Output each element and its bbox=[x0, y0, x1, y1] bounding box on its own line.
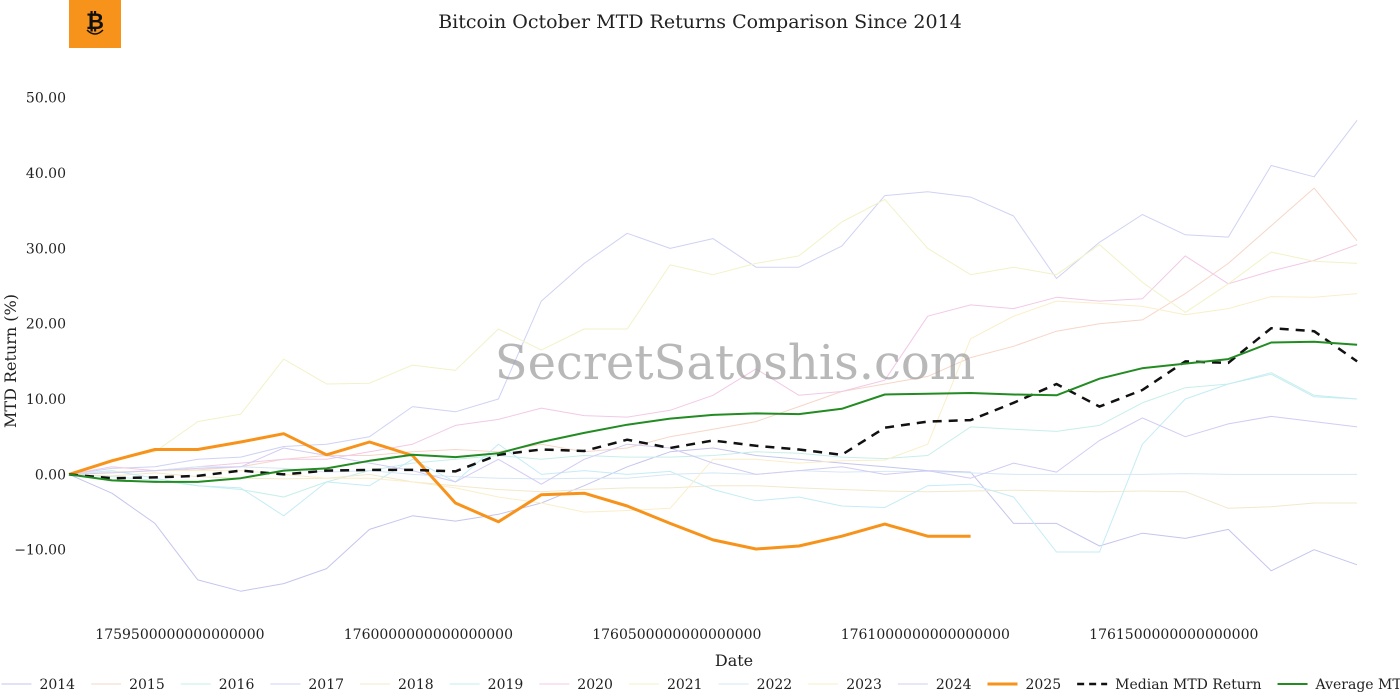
legend-label: 2020 bbox=[577, 677, 613, 693]
series-line-2025 bbox=[68, 432, 971, 551]
legend-label: 2021 bbox=[667, 677, 703, 693]
legend-item[interactable]: Average MTD Return bbox=[1277, 677, 1400, 693]
x-tick-label: 1761500000000000000 bbox=[1089, 627, 1258, 643]
legend-label: 2022 bbox=[757, 677, 793, 693]
series-line-2015 bbox=[68, 187, 1358, 475]
legend-label: 2023 bbox=[846, 677, 882, 693]
x-tick-label: 1759500000000000000 bbox=[95, 627, 264, 643]
series-line-2023 bbox=[68, 293, 1358, 513]
series-line-median-mtd-return bbox=[68, 326, 1358, 480]
legend-label: 2014 bbox=[39, 677, 75, 693]
x-tick-labels: 1759500000000000000 1760000000000000000 17… bbox=[95, 627, 1258, 643]
series-line-2019 bbox=[68, 373, 1358, 553]
y-tick-label: 10.00 bbox=[26, 392, 66, 408]
y-axis-label: MTD Return (%) bbox=[1, 294, 20, 428]
watermark: SecretSatoshis.com bbox=[495, 335, 976, 391]
series-layer bbox=[68, 119, 1358, 592]
series-line-2024 bbox=[68, 415, 1358, 485]
series-line-2021 bbox=[68, 198, 1358, 475]
legend-label: Median MTD Return bbox=[1115, 677, 1261, 693]
legend-item[interactable]: 2017 bbox=[270, 677, 344, 693]
legend-item[interactable]: 2019 bbox=[449, 677, 524, 693]
legend-label: 2025 bbox=[1026, 677, 1062, 693]
series-line-2022 bbox=[68, 466, 1358, 480]
series-line-2016 bbox=[68, 372, 1358, 498]
legend-label: 2016 bbox=[219, 677, 255, 693]
legend: 2014 2015 2016 2017 2018 2019 2020 2021 2022 2023… bbox=[1, 677, 1400, 693]
legend-label: 2024 bbox=[936, 677, 972, 693]
chart-title: Bitcoin October MTD Returns Comparison S… bbox=[438, 11, 962, 33]
svg-text:₿: ₿ bbox=[86, 10, 104, 35]
series-line-average-mtd-return bbox=[68, 340, 1358, 483]
series-line-2017 bbox=[68, 119, 1358, 475]
legend-item[interactable]: 2016 bbox=[180, 677, 255, 693]
y-tick-labels: 50.00 40.00 30.00 20.00 10.00 0.00 −10.00 bbox=[14, 91, 66, 559]
legend-label: Average MTD Return bbox=[1315, 677, 1400, 693]
legend-item[interactable]: 2025 bbox=[987, 677, 1062, 693]
series-line-2014 bbox=[68, 447, 1358, 592]
y-tick-label: 50.00 bbox=[26, 91, 66, 107]
legend-label: 2015 bbox=[129, 677, 165, 693]
y-tick-label: 40.00 bbox=[26, 166, 66, 182]
legend-label: 2017 bbox=[308, 677, 344, 693]
y-tick-label: 0.00 bbox=[35, 467, 66, 483]
x-axis-label: Date bbox=[715, 651, 753, 670]
x-tick-label: 1761000000000000000 bbox=[841, 627, 1010, 643]
legend-item[interactable]: 2018 bbox=[360, 677, 434, 693]
legend-item[interactable]: 2022 bbox=[718, 677, 793, 693]
legend-item[interactable]: 2020 bbox=[539, 677, 613, 693]
legend-label: 2018 bbox=[398, 677, 434, 693]
y-tick-label: −10.00 bbox=[14, 543, 66, 559]
legend-item[interactable]: 2024 bbox=[897, 677, 972, 693]
y-tick-label: 30.00 bbox=[26, 241, 66, 257]
legend-item[interactable]: 2023 bbox=[808, 677, 882, 693]
series-line-2020 bbox=[68, 244, 1358, 475]
legend-label: 2019 bbox=[488, 677, 524, 693]
legend-item[interactable]: Median MTD Return bbox=[1077, 677, 1262, 693]
legend-item[interactable]: 2021 bbox=[628, 677, 703, 693]
y-tick-label: 20.00 bbox=[26, 317, 66, 333]
x-tick-label: 1760000000000000000 bbox=[344, 627, 513, 643]
legend-item[interactable]: 2015 bbox=[91, 677, 165, 693]
x-tick-label: 1760500000000000000 bbox=[592, 627, 761, 643]
series-line-2018 bbox=[68, 472, 1358, 509]
legend-item[interactable]: 2014 bbox=[1, 677, 75, 693]
bitcoin-logo-icon: ₿ bbox=[69, 0, 121, 48]
